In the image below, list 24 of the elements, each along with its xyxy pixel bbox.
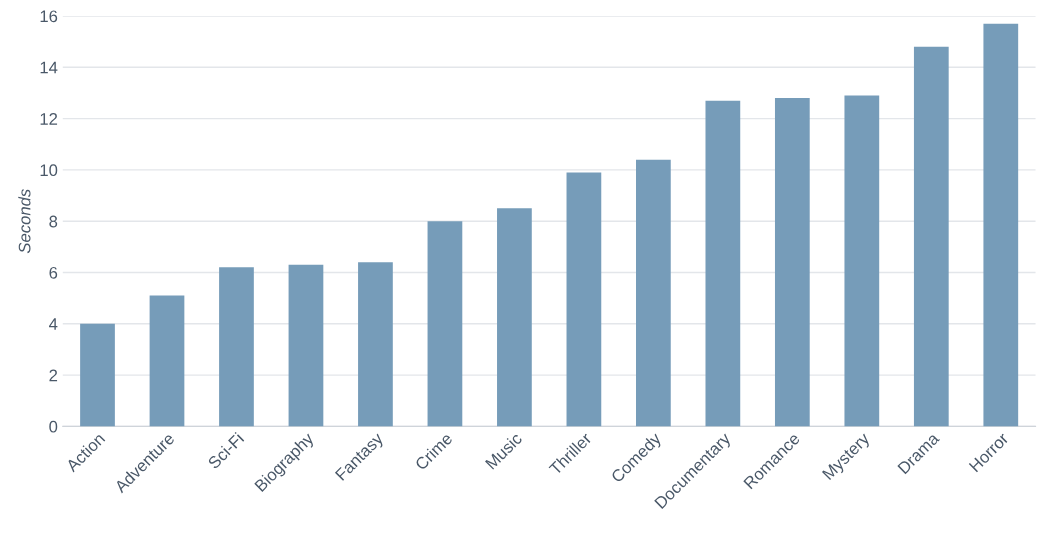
y-tick-label: 4 xyxy=(49,318,58,330)
y-axis-title: Seconds xyxy=(18,189,31,254)
bar xyxy=(636,159,671,427)
y-tick-label: 6 xyxy=(49,266,58,279)
bar xyxy=(983,23,1019,427)
bar xyxy=(427,221,463,427)
y-tick-label: 8 xyxy=(49,215,58,228)
bar xyxy=(149,295,185,427)
y-tick-label: 10 xyxy=(40,164,58,177)
bar xyxy=(497,208,532,427)
bar xyxy=(913,46,949,427)
y-tick-label: 12 xyxy=(40,112,58,125)
bar xyxy=(288,264,324,427)
bar xyxy=(219,267,254,427)
bar xyxy=(774,98,810,427)
bar xyxy=(358,262,393,427)
bar xyxy=(705,100,741,427)
y-tick-label: 2 xyxy=(49,369,58,382)
y-tick-label: 14 xyxy=(40,61,58,74)
y-tick-label: 0 xyxy=(49,420,58,433)
bar xyxy=(80,323,115,427)
bar xyxy=(566,172,602,427)
bar xyxy=(844,95,880,427)
y-tick-label: 16 xyxy=(40,10,58,23)
